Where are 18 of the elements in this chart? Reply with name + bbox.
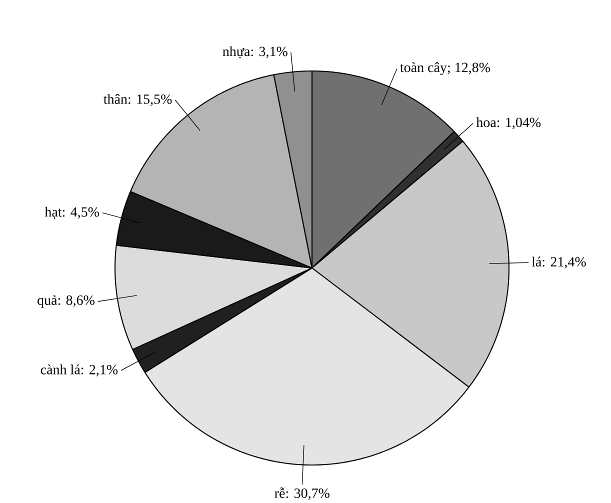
data-label: : 15,5% — [128, 94, 172, 106]
data-label: : 4,5% — [62, 207, 100, 219]
data-label: ; 12,8% — [448, 62, 490, 74]
slice-label: quả — [38, 296, 58, 308]
data-label: : 2,1% — [81, 365, 118, 377]
slice-label: lá — [532, 256, 542, 267]
data-label: : 30,7% — [286, 488, 330, 500]
slice-label: thân — [104, 94, 128, 104]
data-label: : 8,6% — [58, 296, 94, 308]
data-label: : 1,04% — [497, 118, 541, 130]
data-label: : 3,1% — [251, 46, 288, 58]
slice-label: nhựa — [222, 46, 250, 59]
slice-label: hạt — [44, 207, 62, 220]
data-label: : 21,4% — [542, 257, 586, 269]
slice-label: cành lá — [40, 364, 80, 375]
slice-label: rễ — [274, 488, 285, 498]
slice-label: toàn cây — [400, 62, 447, 76]
slice-label: hoa — [476, 117, 496, 128]
